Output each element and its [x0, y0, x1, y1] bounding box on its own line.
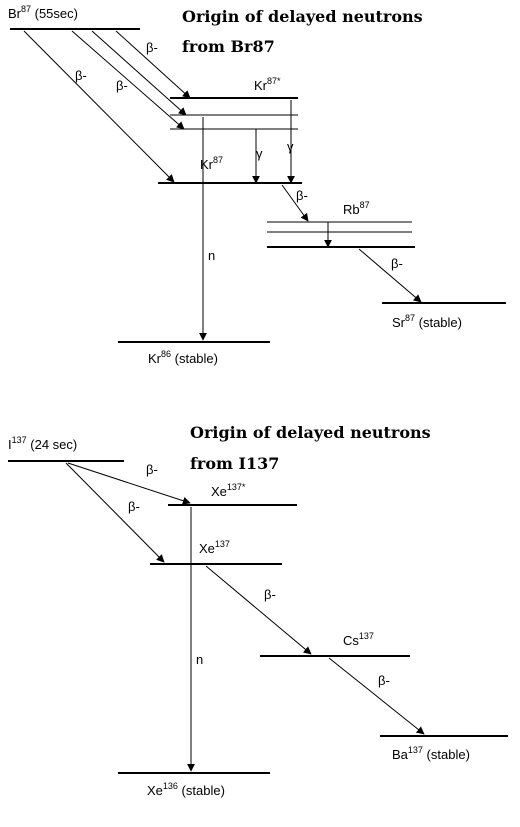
- br87-decay-diagram: Origin of delayed neutrons from Br87 Br8…: [8, 4, 506, 366]
- kr87-beta-arrow: [281, 184, 309, 222]
- kr86-label: Kr86 (stable): [148, 349, 218, 366]
- br-neutron-label: n: [208, 248, 215, 263]
- br87-parent-label: Br87 (55sec): [8, 4, 78, 21]
- i137-decay-diagram: Origin of delayed neutrons from I137 I13…: [8, 423, 508, 798]
- kr87-excited-label: Kr87*: [254, 76, 281, 93]
- i-title-line2: from I137: [190, 454, 279, 473]
- xe136-label: Xe136 (stable): [147, 781, 225, 798]
- rb87-beta-arrow: [358, 248, 422, 303]
- i-beta-label-2: β-: [128, 499, 140, 514]
- br-beta-arrow-to-excited-mid: [91, 30, 187, 116]
- i-beta-arrow-to-excited: [67, 462, 191, 505]
- i-neutron-label: n: [196, 652, 203, 667]
- br-beta-arrow-to-kr87-ground: [23, 30, 175, 183]
- sr87-label: Sr87 (stable): [392, 313, 462, 330]
- xe137-excited-label: Xe137*: [211, 482, 246, 499]
- xe137-label: Xe137: [199, 539, 230, 556]
- br-beta-arrow-to-excited-low: [71, 30, 185, 130]
- kr87-beta-label: β-: [296, 188, 308, 203]
- br-beta-label-2: β-: [75, 68, 87, 83]
- br-title-line2: from Br87: [182, 37, 275, 56]
- br-beta-arrow-to-excited-top: [115, 30, 191, 99]
- i-beta-arrow-to-ground: [65, 462, 165, 563]
- xe137-beta-arrow: [205, 565, 312, 655]
- br-title-line1: Origin of delayed neutrons: [182, 7, 423, 26]
- gamma-label-2: γ: [287, 139, 294, 154]
- i-title-line1: Origin of delayed neutrons: [190, 423, 431, 442]
- rb87-label: Rb87: [343, 200, 370, 217]
- br-beta-label-3: β-: [116, 78, 128, 93]
- rb87-beta-label: β-: [391, 256, 403, 271]
- cs137-beta-label: β-: [378, 673, 390, 688]
- gamma-label-1: γ: [256, 146, 263, 161]
- br-beta-label-1: β-: [146, 40, 158, 55]
- xe137-beta-label: β-: [264, 587, 276, 602]
- i-beta-label-1: β-: [146, 462, 158, 477]
- ba137-label: Ba137 (stable): [392, 745, 470, 762]
- i137-parent-label: I137 (24 sec): [8, 435, 77, 452]
- cs137-label: Cs137: [343, 631, 374, 648]
- cs137-beta-arrow: [328, 657, 425, 735]
